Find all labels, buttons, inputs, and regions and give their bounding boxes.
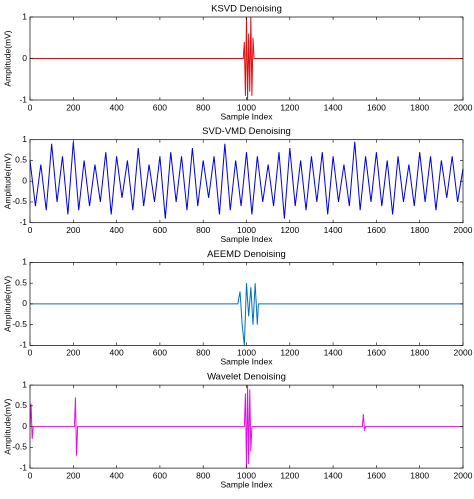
x-tick-label: 1400 [324, 348, 343, 358]
x-tick-label: 1400 [324, 225, 343, 235]
y-tick-label: -0.5 [12, 319, 27, 329]
y-axis-label: Amplitude(mV) [2, 153, 12, 209]
y-tick-label: -1 [19, 462, 27, 472]
x-tick-label: 1200 [280, 102, 299, 112]
x-tick-label: 1800 [410, 225, 429, 235]
x-tick-label: 400 [110, 348, 124, 358]
x-tick-label: 600 [153, 225, 167, 235]
x-axis-label: Sample Index [221, 234, 274, 244]
chart-title: Wavelet Denoising [207, 372, 286, 383]
x-tick-label: 200 [66, 102, 80, 112]
x-tick-label: 1000 [237, 225, 256, 235]
y-tick-label: 0.5 [15, 155, 27, 165]
x-axis-label: Sample Index [221, 479, 274, 489]
y-tick-label: 1 [22, 134, 27, 144]
axes-frame [29, 384, 464, 469]
y-tick-label: -1 [19, 217, 27, 227]
y-tick-label: 1 [22, 257, 27, 267]
x-tick-label: 2000 [454, 102, 473, 112]
y-axis-label: Amplitude(mV) [2, 276, 12, 332]
y-tick-label: 0.5 [15, 277, 27, 287]
x-tick-label: 800 [196, 348, 210, 358]
axes-frame [29, 16, 464, 101]
chart-title: SVD-VMD Denoising [202, 126, 291, 137]
x-axis-label: Sample Index [221, 357, 274, 367]
axes-frame [29, 262, 464, 346]
x-tick-label: 200 [66, 225, 80, 235]
y-tick-label: 0 [22, 53, 27, 63]
x-tick-label: 1600 [367, 102, 386, 112]
y-tick-label: 0 [22, 175, 27, 185]
x-tick-label: 400 [110, 225, 124, 235]
x-tick-label: 800 [196, 102, 210, 112]
x-tick-label: 600 [153, 102, 167, 112]
x-tick-label: 200 [66, 348, 80, 358]
chart-title: AEEMD Denoising [207, 249, 286, 260]
y-tick-label: 1 [22, 379, 27, 389]
x-tick-label: 800 [196, 470, 210, 480]
x-tick-label: 200 [66, 470, 80, 480]
y-tick-label: -0.5 [12, 196, 27, 206]
x-tick-label: 0 [28, 348, 33, 358]
x-tick-label: 1600 [367, 470, 386, 480]
y-tick-label: 1 [22, 11, 27, 21]
x-tick-label: 600 [153, 348, 167, 358]
y-tick-label: 0 [22, 298, 27, 308]
y-tick-label: -0.5 [12, 442, 27, 452]
y-axis-label: Amplitude(mV) [2, 30, 12, 86]
x-tick-label: 1000 [237, 348, 256, 358]
y-tick-label: 0 [22, 421, 27, 431]
x-tick-label: 0 [28, 225, 33, 235]
x-tick-label: 2000 [454, 470, 473, 480]
x-tick-label: 1800 [410, 470, 429, 480]
x-axis-label: Sample Index [221, 111, 274, 121]
axes-frame [29, 139, 464, 224]
x-tick-label: 2000 [454, 225, 473, 235]
signal-line [30, 283, 463, 346]
x-tick-label: 0 [28, 102, 33, 112]
x-tick-label: 1400 [324, 102, 343, 112]
x-tick-label: 1600 [367, 225, 386, 235]
y-axis-label: Amplitude(mV) [2, 398, 12, 454]
x-tick-label: 400 [110, 470, 124, 480]
signal-line [30, 16, 463, 101]
x-tick-label: 1000 [237, 102, 256, 112]
x-tick-label: 1800 [410, 348, 429, 358]
x-tick-label: 400 [110, 102, 124, 112]
x-tick-label: 1400 [324, 470, 343, 480]
x-tick-label: 800 [196, 225, 210, 235]
x-tick-label: 1600 [367, 348, 386, 358]
x-tick-label: 1200 [280, 348, 299, 358]
x-tick-label: 600 [153, 470, 167, 480]
x-tick-label: 1200 [280, 225, 299, 235]
x-tick-label: 1000 [237, 470, 256, 480]
y-tick-label: -1 [19, 340, 27, 350]
x-tick-label: 0 [28, 470, 33, 480]
signal-line [29, 141, 464, 219]
x-tick-label: 2000 [454, 348, 473, 358]
y-tick-label: 0.5 [15, 400, 27, 410]
chart-title: KSVD Denoising [211, 4, 282, 15]
y-tick-label: -1 [19, 94, 27, 104]
x-tick-label: 1800 [410, 102, 429, 112]
x-tick-label: 1200 [280, 470, 299, 480]
